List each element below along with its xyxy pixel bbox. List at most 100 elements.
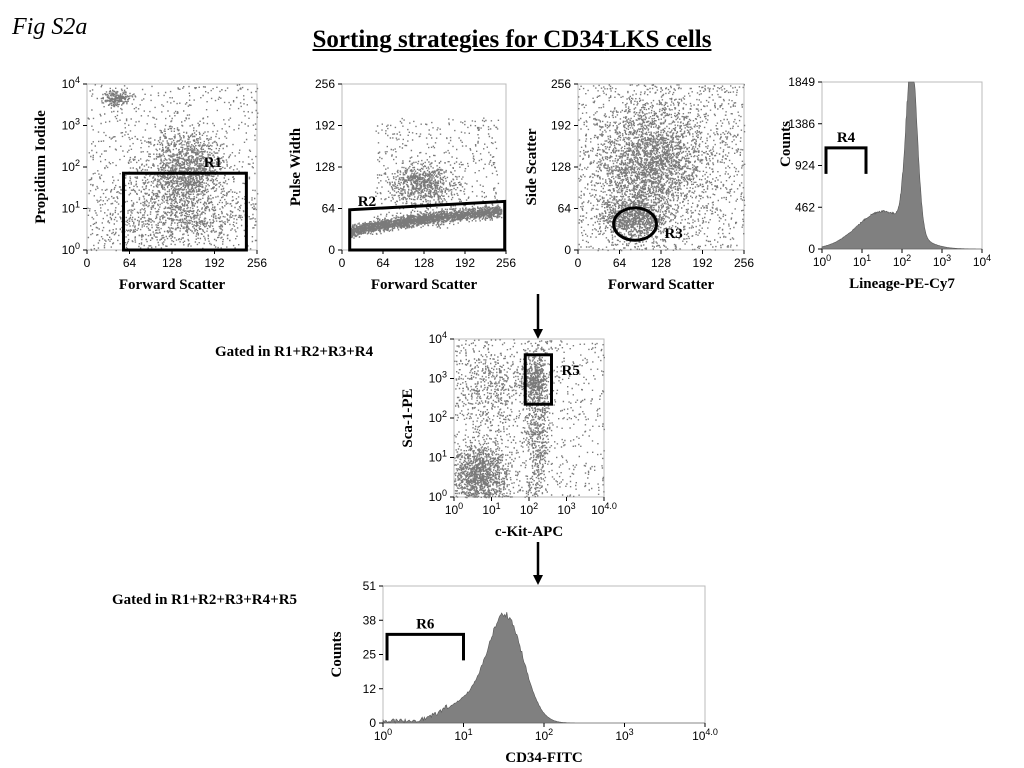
x-axis-label: CD34-FITC	[505, 750, 583, 766]
x-axis-label: c-Kit-APC	[495, 524, 563, 540]
y-tick-label: 102	[429, 409, 447, 425]
x-tick-label: 128	[651, 256, 671, 270]
x-tick-label: 192	[204, 256, 224, 270]
event-cloud	[87, 84, 259, 252]
y-tick-label: 256	[315, 77, 335, 91]
x-tick-label: 103	[933, 253, 951, 269]
x-tick-label: 128	[162, 256, 182, 270]
y-tick-label: 101	[62, 200, 80, 216]
gate-label: R1	[204, 155, 222, 171]
title-superscript: -	[604, 26, 610, 42]
x-axis-label: Forward Scatter	[608, 277, 715, 293]
y-axis-label: Counts	[329, 631, 345, 677]
event-dots	[87, 84, 259, 252]
y-tick-label: 1849	[788, 75, 815, 89]
gate-label: R4	[837, 130, 856, 146]
event-cloud	[578, 84, 746, 252]
y-tick-label: 192	[315, 119, 335, 133]
event-cloud	[350, 117, 503, 239]
y-tick-label: 51	[363, 579, 377, 593]
flow-panel-6: 100 101 102 103 104.0 0 12 25 38 51 CD34-FITC Count…	[329, 579, 718, 766]
y-tick-label: 192	[551, 119, 571, 133]
histogram-area	[821, 81, 982, 250]
y-tick-label: 104	[429, 330, 447, 346]
x-tick-label: 128	[414, 256, 434, 270]
y-tick-label: 924	[795, 159, 815, 173]
x-tick-label: 64	[613, 256, 627, 270]
x-tick-label: 0	[575, 256, 582, 270]
x-tick-label: 64	[376, 256, 390, 270]
x-tick-label: 104.0	[591, 501, 617, 517]
x-tick-label: 100	[813, 253, 831, 269]
flow-panel-5: 100 101 102 103 104.0 100 101 102 103 104 c-Kit-AP…	[400, 330, 617, 540]
event-cloud	[454, 339, 605, 499]
y-tick-label: 100	[429, 488, 447, 504]
gate-outline	[385, 632, 465, 661]
histogram	[382, 611, 705, 725]
y-tick-label: 12	[363, 682, 377, 696]
gate-outline	[122, 171, 248, 252]
y-tick-label: 102	[62, 158, 80, 174]
y-tick-label: 0	[808, 242, 815, 256]
y-tick-label: 103	[429, 370, 447, 386]
gate-label: R3	[664, 226, 682, 242]
histogram-area	[382, 611, 705, 725]
y-tick-label: 0	[369, 716, 376, 730]
x-tick-label: 256	[247, 256, 267, 270]
y-tick-label: 100	[62, 241, 80, 257]
x-tick-label: 102	[520, 501, 538, 517]
y-axis-label: Pulse Width	[288, 127, 304, 206]
x-tick-label: 103	[557, 501, 575, 517]
gate-r5: R5	[523, 353, 580, 406]
y-tick-label: 128	[315, 160, 335, 174]
x-tick-label: 64	[123, 256, 137, 270]
x-tick-label: 0	[339, 256, 346, 270]
y-tick-label: 38	[363, 613, 377, 627]
x-axis-label: Forward Scatter	[119, 277, 226, 293]
y-tick-label: 0	[328, 243, 335, 257]
x-tick-label: 101	[482, 501, 500, 517]
flow-panel-2: 0 64 128 192 256 0 64 128 192 256 Forward Scatter P…	[288, 77, 516, 293]
flow-panel-1: 0 64 128 192 256 100 101 102 103 104 Forward Scatt…	[33, 75, 267, 293]
gate-r2: R2	[348, 194, 507, 252]
x-tick-label: 104	[973, 253, 991, 269]
x-tick-label: 100	[374, 727, 392, 743]
x-tick-label: 100	[445, 501, 463, 517]
gate-outline	[612, 206, 658, 242]
event-dots	[578, 84, 746, 252]
flow-panel-4: 100 101 102 103 104 0 462 924 1386 1849 Lineage-PE…	[778, 75, 991, 292]
histogram	[821, 81, 982, 250]
x-axis-label: Lineage-PE-Cy7	[849, 276, 955, 292]
gate-label: R5	[562, 363, 580, 379]
event-dots	[350, 117, 503, 239]
x-tick-label: 101	[454, 727, 472, 743]
figure-label: Fig S2a	[12, 14, 88, 40]
x-tick-label: 102	[893, 253, 911, 269]
x-tick-label: 0	[84, 256, 91, 270]
y-tick-label: 103	[62, 117, 80, 133]
x-tick-label: 104.0	[692, 727, 718, 743]
gate-r6: R6	[385, 616, 465, 661]
figure-title: Sorting strategies for CD34-LKS cells	[0, 26, 1024, 54]
gate-r3: R3	[612, 206, 683, 242]
x-tick-label: 192	[455, 256, 475, 270]
x-tick-label: 102	[535, 727, 553, 743]
y-tick-label: 104	[62, 75, 80, 91]
gate-label: R6	[416, 616, 435, 632]
title-main: Sorting strategies for CD34	[312, 26, 605, 54]
y-tick-label: 128	[551, 160, 571, 174]
gate-r1: R1	[122, 155, 248, 252]
y-tick-label: 462	[795, 200, 815, 214]
y-tick-label: 64	[322, 202, 336, 216]
gate-outline	[824, 146, 868, 174]
gate-note-r1-r4: Gated in R1+R2+R3+R4	[215, 344, 374, 360]
x-tick-label: 256	[734, 256, 754, 270]
y-tick-label: 101	[429, 449, 447, 465]
y-axis-label: Counts	[778, 121, 794, 167]
title-rest: LKS cells	[609, 26, 712, 54]
x-axis-label: Forward Scatter	[371, 277, 478, 293]
y-axis-label: Sca-1-PE	[400, 388, 416, 447]
x-tick-label: 192	[692, 256, 712, 270]
x-tick-label: 101	[853, 253, 871, 269]
